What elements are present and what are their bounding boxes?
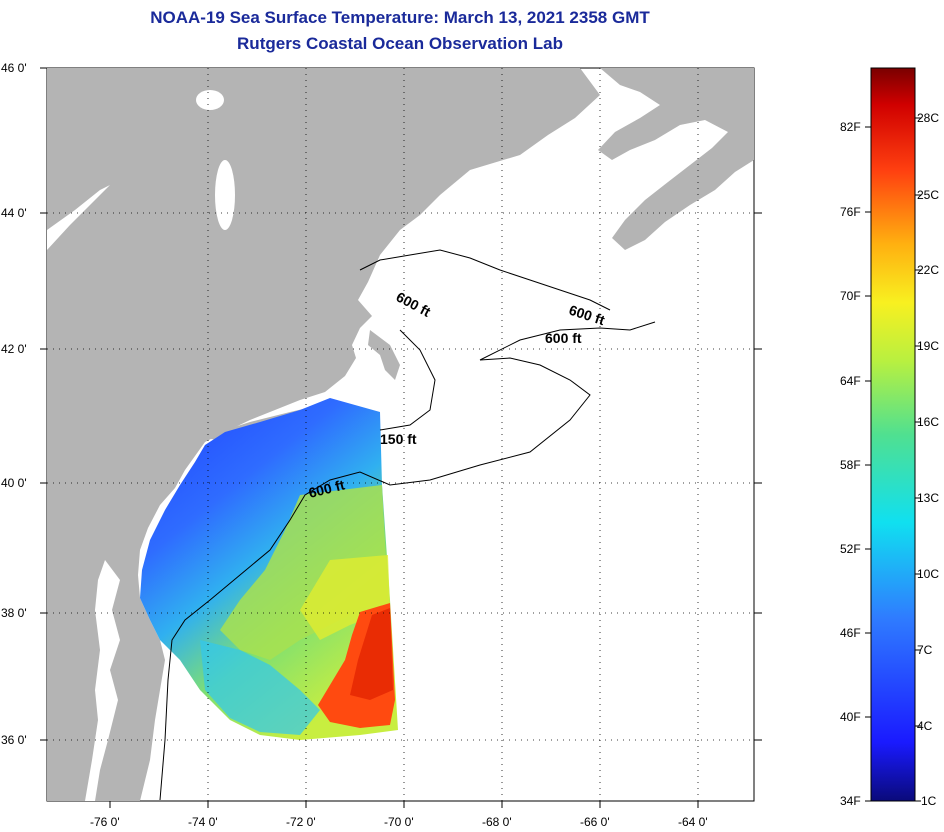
lat-label: 36 0' — [1, 733, 27, 747]
colorbar-f-label: 58F — [840, 458, 861, 472]
colorbar-f-label: 82F — [840, 120, 861, 134]
colorbar-c-label: 16C — [917, 415, 939, 429]
lat-label: 40 0' — [1, 476, 27, 490]
map-title: NOAA-19 Sea Surface Temperature: March 1… — [150, 8, 650, 27]
colorbar-c-label: 4C — [917, 719, 933, 733]
lon-label: -72 0' — [286, 815, 316, 829]
sst-swath-cyan — [200, 640, 320, 735]
lat-label: 44 0' — [1, 206, 27, 220]
contour-label: 150 ft — [380, 431, 417, 447]
colorbar-c-label: 7C — [917, 643, 933, 657]
colorbar-c-label: 22C — [917, 263, 939, 277]
colorbar-c-label: 25C — [917, 188, 939, 202]
longitude-labels: -76 0' -74 0' -72 0' -70 0' -68 0' -66 0… — [90, 815, 708, 829]
colorbar-c-label: 19C — [917, 339, 939, 353]
colorbar — [870, 67, 916, 802]
graticule — [47, 68, 754, 801]
lake-north — [196, 90, 224, 110]
colorbar-c-labels: 28C 25C 22C 19C 16C 13C 10C 7C 4C 1C — [917, 111, 939, 808]
colorbar-f-label: 64F — [840, 374, 861, 388]
lon-label: -76 0' — [90, 815, 120, 829]
sst-swath-yellow — [300, 555, 390, 640]
land-cape-cod — [368, 330, 400, 380]
lon-label: -64 0' — [678, 815, 708, 829]
lat-label: 42 0' — [1, 342, 27, 356]
colorbar-f-label: 40F — [840, 710, 861, 724]
land-nova-scotia — [598, 68, 754, 250]
axis-ticks — [40, 67, 762, 808]
contour-label: 600 ft — [545, 330, 582, 346]
colorbar-f-label: 34F — [840, 794, 861, 808]
colorbar-f-label: 52F — [840, 542, 861, 556]
colorbar-c-label: 1C — [921, 794, 937, 808]
land-us-mainland — [47, 68, 600, 801]
bathymetry-contours — [159, 249, 656, 801]
colorbar-c-label: 13C — [917, 491, 939, 505]
lon-label: -74 0' — [188, 815, 218, 829]
lon-label: -70 0' — [384, 815, 414, 829]
colorbar-f-label: 70F — [840, 289, 861, 303]
lon-label: -66 0' — [580, 815, 610, 829]
map-subtitle: Rutgers Coastal Ocean Observation Lab — [237, 34, 563, 53]
lat-label: 38 0' — [1, 606, 27, 620]
colorbar-c-label: 10C — [917, 567, 939, 581]
colorbar-c-label: 28C — [917, 111, 939, 125]
lon-label: -68 0' — [482, 815, 512, 829]
lake-champlain — [215, 160, 235, 230]
latitude-labels: 46 0' 44 0' 42 0' 40 0' 38 0' 36 0' — [1, 61, 27, 747]
lat-label: 46 0' — [1, 61, 27, 75]
sst-gulf-stream-core — [350, 608, 393, 700]
colorbar-ticks — [865, 117, 921, 802]
colorbar-f-label: 76F — [840, 205, 861, 219]
colorbar-f-label: 46F — [840, 626, 861, 640]
chesapeake-bay — [85, 560, 120, 801]
colorbar-f-labels: 82F 76F 70F 64F 58F 52F 46F 40F 34F — [840, 120, 861, 808]
